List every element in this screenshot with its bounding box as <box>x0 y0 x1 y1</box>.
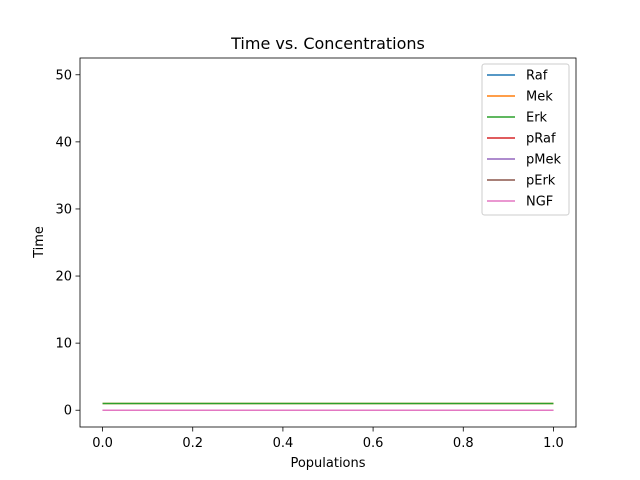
legend-label-perk: pErk <box>526 174 556 189</box>
series-layer <box>102 402 554 411</box>
y-tick-label: 30 <box>55 202 72 217</box>
y-tick-label: 50 <box>55 68 72 83</box>
legend-label-ngf: NGF <box>526 195 553 210</box>
plot-frame <box>79 57 577 428</box>
x-tick-label: 0.0 <box>92 436 113 451</box>
legend: Raf Mek Erk pRaf pMek pErk NGF <box>481 63 570 216</box>
legend-label-raf: Raf <box>526 69 548 84</box>
x-tick-label: 0.4 <box>273 436 294 451</box>
legend-label-pmek: pMek <box>526 153 561 168</box>
legend-box <box>481 63 570 216</box>
x-tick-label: 0.2 <box>182 436 203 451</box>
y-tick-label: 10 <box>55 337 72 352</box>
y-tick-label: 40 <box>55 135 72 150</box>
x-tick-label: 0.6 <box>363 436 384 451</box>
x-axis-title: Populations <box>290 456 365 471</box>
y-tick-label: 0 <box>64 404 72 419</box>
y-axis-title: Time <box>32 226 47 259</box>
x-tick-label: 0.8 <box>453 436 474 451</box>
axes-layer <box>79 57 577 428</box>
chart-title: Time vs. Concentrations <box>230 34 425 53</box>
legend-label-mek: Mek <box>526 90 553 105</box>
legend-label-erk: Erk <box>526 111 548 126</box>
y-tick-label: 20 <box>55 270 72 285</box>
ticks-layer: 0.0 0.2 0.4 0.6 0.8 1.0 0 10 20 30 40 50 <box>55 68 563 451</box>
x-tick-label: 1.0 <box>543 436 564 451</box>
legend-label-praf: pRaf <box>526 132 556 147</box>
